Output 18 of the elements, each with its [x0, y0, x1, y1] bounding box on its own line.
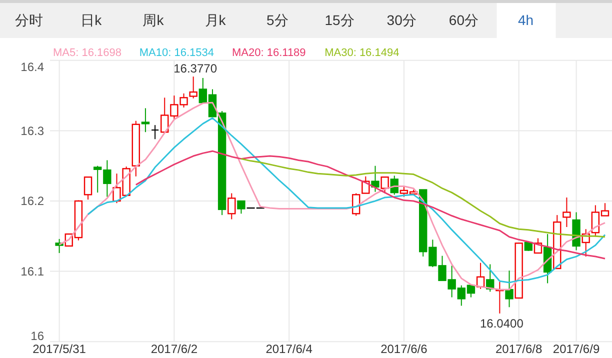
text: MA5: 16.1698 [53, 47, 122, 59]
y-tick-label: 16.4 [20, 60, 44, 74]
annotation: 16.0400 [480, 316, 524, 330]
x-tick-label: 2017/6/8 [495, 342, 543, 356]
x-tick-label: 2017/6/4 [266, 342, 313, 356]
y-tick-label: 16.3 [20, 124, 44, 138]
y-tick-label: 16 [30, 329, 44, 344]
text: MA30: 16.1494 [324, 47, 400, 59]
x-tick-label: 2017/6/6 [380, 342, 428, 356]
tab-bar: 分时 日k 周k 月k 5分 15分 30分 60分 4h [0, 0, 612, 38]
text: MA20: 16.1189 [232, 47, 306, 59]
y-tick-label: 16.2 [20, 194, 44, 208]
x-tick-label: 2017/6/9 [552, 342, 600, 356]
text: MA10: 16.1534 [139, 47, 214, 59]
y-tick-label: 16.1 [20, 264, 44, 278]
annotation: 16.3770 [174, 62, 218, 76]
x-tick-label: 2017/6/2 [150, 342, 198, 356]
x-tick-label: 2017/5/31 [32, 342, 86, 356]
